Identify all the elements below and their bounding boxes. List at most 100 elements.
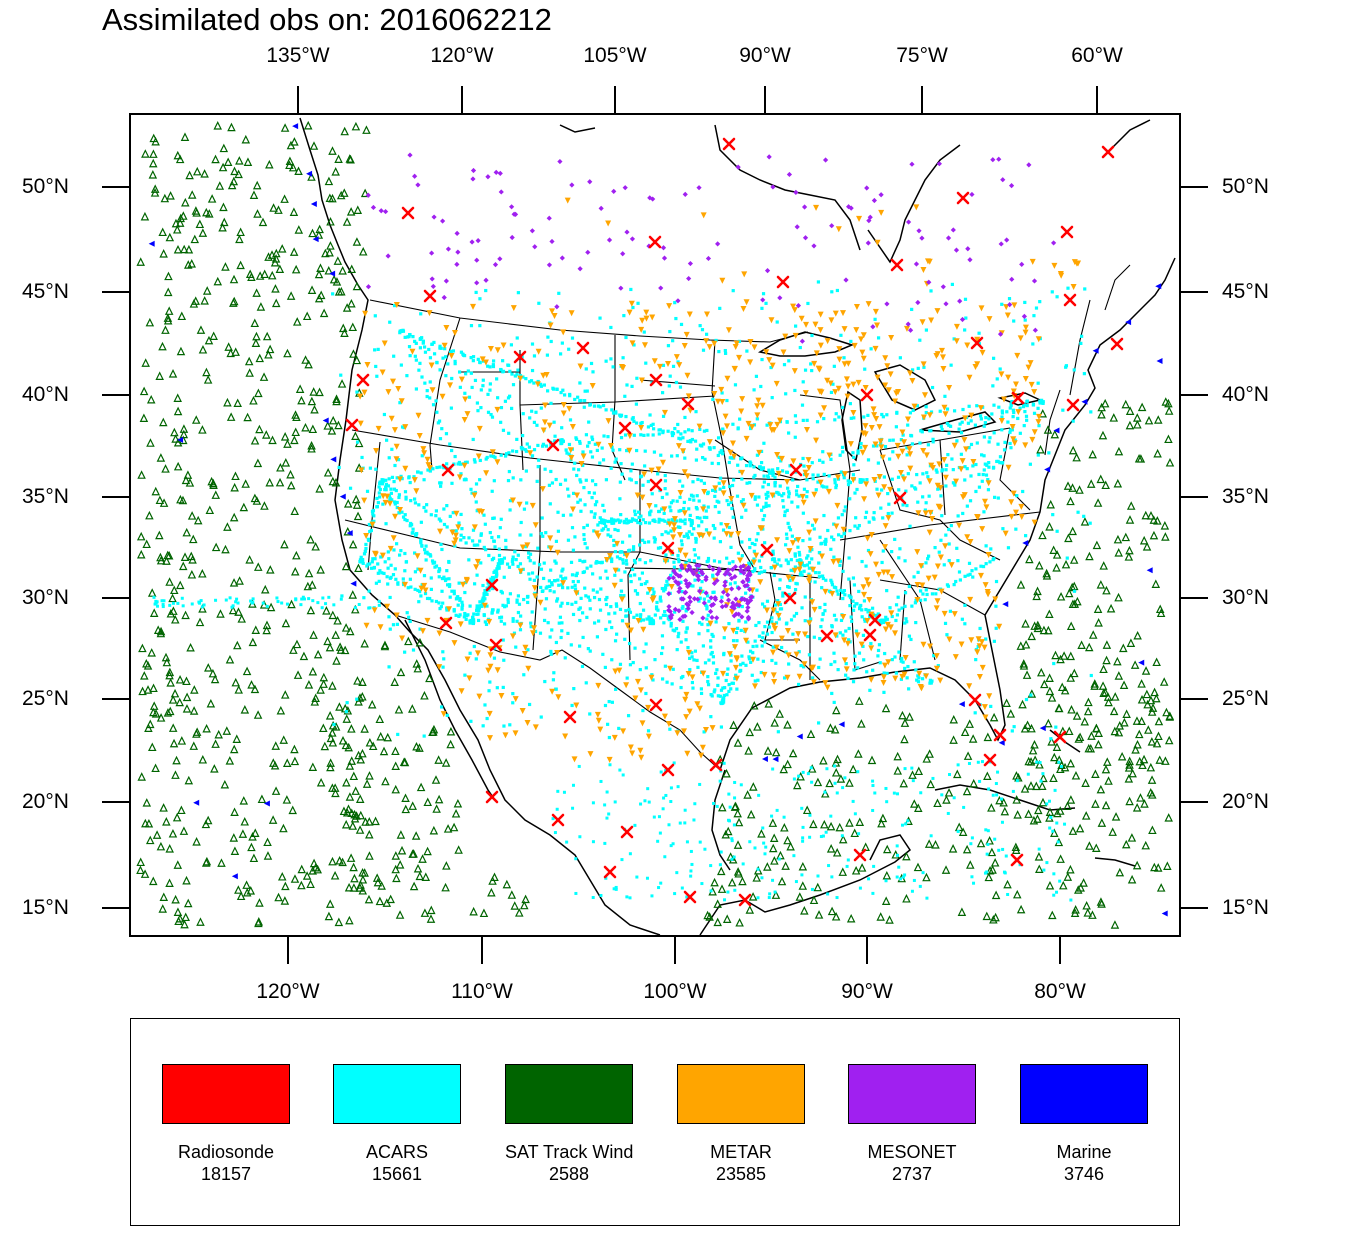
sat-track-wind-marker	[190, 234, 200, 244]
acars-marker	[628, 663, 633, 667]
acars-marker	[1045, 802, 1049, 806]
acars-marker	[946, 811, 950, 815]
sat-track-wind-marker	[1046, 499, 1055, 509]
acars-marker	[800, 873, 804, 877]
acars-marker	[958, 578, 962, 582]
acars-marker	[601, 652, 605, 656]
acars-marker	[829, 547, 833, 551]
acars-marker	[800, 606, 804, 610]
sat-track-wind-marker	[354, 750, 363, 760]
acars-marker	[893, 655, 897, 659]
acars-marker	[691, 494, 695, 498]
acars-marker	[327, 595, 331, 599]
acars-marker	[881, 549, 885, 553]
acars-marker	[425, 394, 429, 399]
acars-marker	[425, 503, 429, 507]
sat-track-wind-marker	[306, 534, 315, 544]
acars-marker	[559, 635, 563, 640]
metar-marker	[525, 665, 532, 672]
metar-marker	[452, 532, 459, 539]
acars-marker	[960, 617, 964, 621]
acars-marker	[562, 790, 566, 794]
metar-marker	[875, 492, 882, 499]
acars-marker	[871, 779, 875, 783]
acars-marker	[548, 589, 552, 593]
sat-track-wind-marker	[1045, 807, 1055, 816]
acars-marker	[1010, 428, 1015, 432]
metar-marker	[668, 584, 675, 591]
metar-marker	[554, 549, 561, 556]
metar-marker	[1009, 423, 1016, 430]
acars-marker	[367, 589, 371, 593]
acars-marker	[755, 644, 759, 648]
acars-marker	[695, 507, 699, 511]
acars-marker	[676, 785, 680, 789]
metar-marker	[784, 479, 791, 486]
sat-track-wind-marker	[423, 797, 433, 807]
metar-marker	[906, 446, 913, 453]
sat-track-wind-marker	[364, 894, 374, 904]
acars-marker	[882, 671, 886, 675]
acars-marker	[923, 598, 927, 602]
acars-marker	[488, 680, 492, 684]
sat-track-wind-marker	[253, 710, 263, 719]
sat-track-wind-marker	[395, 860, 405, 869]
acars-marker	[613, 460, 617, 464]
sat-track-wind-marker	[361, 817, 370, 826]
acars-marker	[819, 625, 823, 629]
acars-marker	[606, 533, 610, 537]
sat-track-wind-marker	[177, 736, 187, 745]
sat-track-wind-marker	[1081, 778, 1090, 787]
acars-marker	[477, 606, 482, 610]
acars-marker	[591, 370, 595, 374]
acars-marker	[633, 823, 637, 827]
acars-marker	[766, 490, 770, 495]
sat-track-wind-marker	[771, 890, 781, 899]
metar-marker	[735, 530, 742, 537]
acars-marker	[667, 618, 671, 622]
acars-marker	[897, 650, 901, 654]
sat-track-wind-marker	[247, 842, 256, 852]
acars-marker	[770, 471, 775, 476]
metar-marker	[638, 326, 645, 333]
sat-track-wind-marker	[515, 908, 524, 917]
acars-marker	[411, 335, 415, 339]
acars-marker	[646, 425, 651, 429]
acars-marker	[588, 607, 592, 611]
metar-marker	[853, 303, 860, 310]
metar-marker	[616, 667, 623, 674]
metar-marker	[959, 458, 966, 465]
sat-track-wind-marker	[391, 746, 400, 756]
acars-marker	[888, 438, 892, 442]
metar-marker	[677, 489, 684, 496]
sat-track-wind-marker	[358, 748, 367, 758]
metar-marker	[892, 630, 899, 637]
acars-marker	[727, 622, 731, 626]
sat-track-wind-marker	[223, 157, 233, 167]
acars-marker	[533, 629, 538, 634]
sat-track-wind-marker	[1104, 697, 1113, 707]
sat-track-wind-marker	[348, 590, 358, 599]
acars-marker	[890, 477, 894, 481]
acars-marker	[853, 662, 857, 666]
acars-marker	[864, 607, 868, 612]
acars-marker	[819, 835, 823, 839]
sat-track-wind-marker	[899, 778, 909, 788]
acars-marker	[872, 511, 876, 515]
sat-track-wind-marker	[251, 625, 261, 634]
acars-marker	[862, 658, 866, 662]
sat-track-wind-marker	[798, 861, 808, 871]
acars-marker	[912, 660, 916, 664]
acars-marker	[987, 465, 991, 469]
metar-marker	[605, 418, 612, 425]
sat-track-wind-marker	[1161, 756, 1170, 765]
acars-marker	[376, 571, 380, 575]
acars-marker	[631, 567, 635, 572]
acars-marker	[637, 515, 641, 520]
acars-marker	[566, 601, 570, 606]
sat-track-wind-marker	[1164, 813, 1173, 822]
sat-track-wind-marker	[1152, 693, 1161, 703]
acars-marker	[836, 668, 840, 672]
acars-marker	[397, 511, 401, 515]
acars-marker	[641, 708, 645, 713]
